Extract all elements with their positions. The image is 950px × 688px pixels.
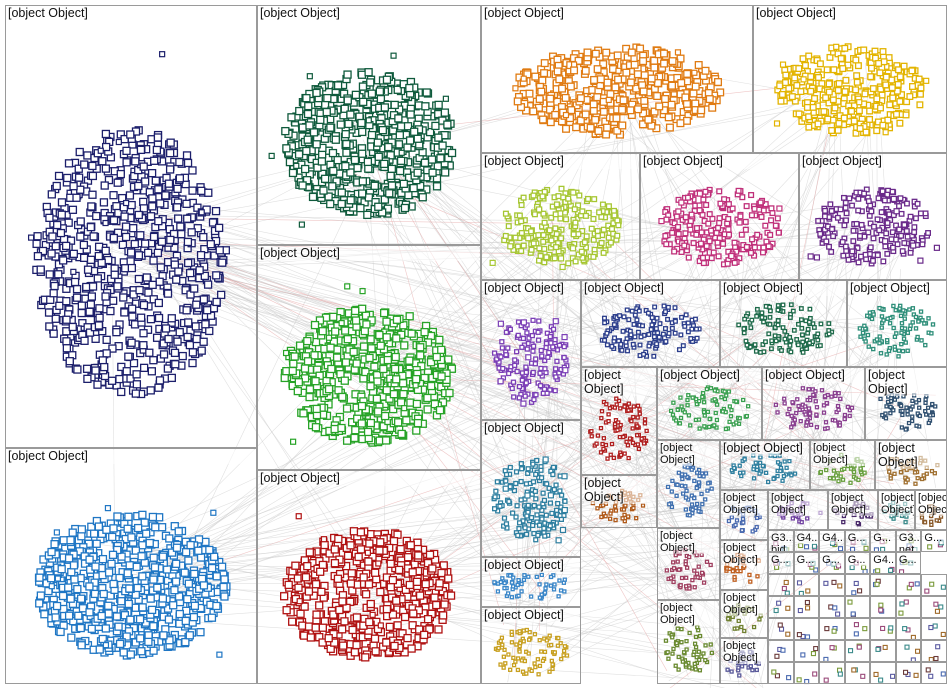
edge	[709, 423, 725, 688]
edge	[364, 106, 380, 371]
edge	[549, 584, 752, 644]
edge	[362, 139, 530, 506]
edge	[112, 273, 792, 351]
edge	[392, 342, 900, 587]
edge	[598, 107, 907, 351]
edge	[154, 513, 784, 563]
edge	[152, 244, 374, 592]
edge	[793, 216, 877, 504]
edge	[157, 204, 550, 239]
edge	[142, 240, 759, 643]
edge	[135, 491, 835, 574]
edge	[112, 87, 873, 593]
edge	[116, 237, 872, 248]
edge	[518, 421, 717, 517]
edge	[645, 333, 811, 341]
edge	[524, 250, 852, 352]
edge	[139, 254, 558, 577]
node	[75, 147, 84, 157]
edge	[155, 484, 757, 558]
edge	[507, 224, 580, 683]
edge	[122, 88, 869, 252]
edge	[610, 408, 714, 528]
edge	[152, 489, 532, 552]
edge	[341, 179, 688, 495]
edge	[387, 304, 798, 601]
edge	[140, 244, 758, 639]
edge	[638, 513, 689, 678]
edge	[751, 510, 934, 579]
node	[91, 334, 100, 343]
edge	[123, 225, 892, 539]
edge	[120, 278, 375, 376]
edge	[147, 229, 515, 589]
clusters	[27, 43, 946, 685]
edge	[139, 206, 766, 334]
edge	[141, 254, 805, 537]
edge	[747, 133, 828, 525]
edge	[550, 519, 633, 627]
edge	[368, 141, 668, 671]
edge	[344, 173, 672, 582]
edge	[142, 203, 907, 422]
edge	[554, 670, 757, 683]
edge	[365, 80, 834, 367]
edge	[154, 344, 642, 578]
edge	[544, 222, 562, 661]
edge	[722, 245, 869, 364]
edge	[145, 210, 638, 338]
